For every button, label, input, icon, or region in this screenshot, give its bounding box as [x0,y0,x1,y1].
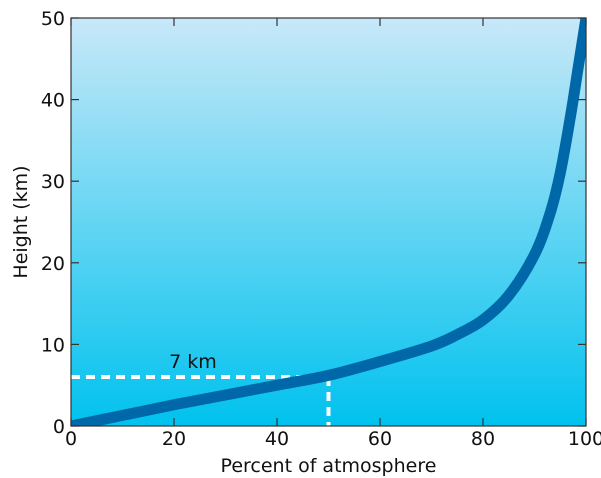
y-tick-label: 20 [41,253,65,275]
series-line-0 [71,18,586,426]
x-tick-label: 80 [471,428,495,450]
y-axis-title: Height (km) [10,165,32,278]
y-tick-label: 10 [41,334,65,356]
x-tick-label: 0 [65,428,77,450]
annotation-label: 7 km [169,351,217,373]
axes: 0 20 40 60 80 100 0 10 20 30 40 50 [41,8,601,450]
y-tick-label: 0 [53,416,65,438]
x-tick-label: 20 [162,428,186,450]
x-tick-label: 60 [368,428,392,450]
y-tick-label: 40 [41,90,65,112]
plot-background [71,18,586,426]
y-tick-label: 30 [41,171,65,193]
x-tick-label: 40 [265,428,289,450]
x-axis-title: Percent of atmosphere [221,455,437,477]
plot-frame [70,17,587,427]
y-tick-label: 50 [41,8,65,30]
x-tick-label: 100 [568,428,601,450]
plot-marks [71,18,586,426]
